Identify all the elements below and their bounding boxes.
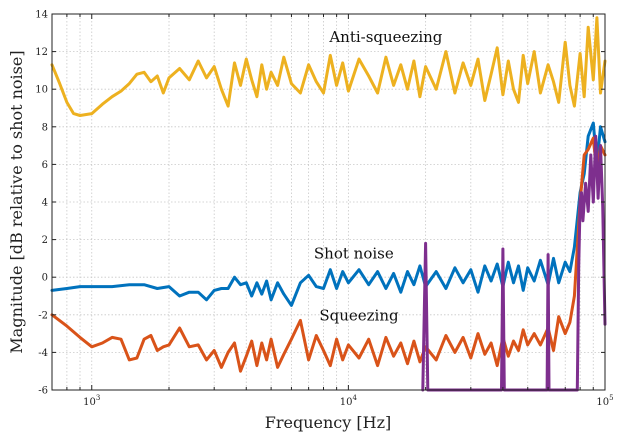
- series-line-3: [421, 134, 607, 392]
- annotations: Anti-squeezing Shot noise Squeezing: [314, 28, 443, 324]
- x-tick-label: 103: [83, 394, 100, 408]
- y-tick-label: 8: [42, 122, 48, 133]
- series-line-0: [50, 16, 607, 117]
- y-tick-label: 12: [35, 47, 48, 58]
- y-tick-label: 4: [42, 198, 48, 209]
- x-tick-label: 105: [596, 394, 613, 408]
- y-tick-label: 14: [35, 10, 48, 21]
- x-tick-label-exponent: 4: [353, 394, 358, 402]
- y-tick-label: 0: [42, 273, 48, 284]
- x-tick-label-base: 10: [340, 397, 353, 408]
- y-tick-label: 6: [42, 160, 48, 171]
- series-line-1: [50, 121, 607, 307]
- series-line-2: [50, 136, 607, 373]
- x-tick-label-base: 10: [596, 397, 609, 408]
- series-layer: [50, 16, 607, 392]
- y-tick-label: 2: [42, 235, 48, 246]
- annotation-label: Squeezing: [319, 306, 399, 324]
- x-tick-label-exponent: 5: [609, 394, 613, 402]
- x-tick-label: 104: [340, 394, 358, 408]
- annotation-label: Anti-squeezing: [328, 28, 442, 46]
- x-tick-label-exponent: 3: [96, 394, 100, 402]
- x-tick-label-base: 10: [83, 397, 96, 408]
- y-tick-label: -4: [38, 348, 48, 359]
- x-axis-title: Frequency [Hz]: [265, 413, 392, 432]
- y-axis-title: Magnitude [dB relative to shot noise]: [7, 50, 26, 353]
- y-tick-label: -2: [38, 310, 48, 321]
- y-tick-label: -6: [38, 386, 48, 397]
- y-tick-label: 10: [35, 85, 48, 96]
- annotation-label: Shot noise: [314, 244, 394, 262]
